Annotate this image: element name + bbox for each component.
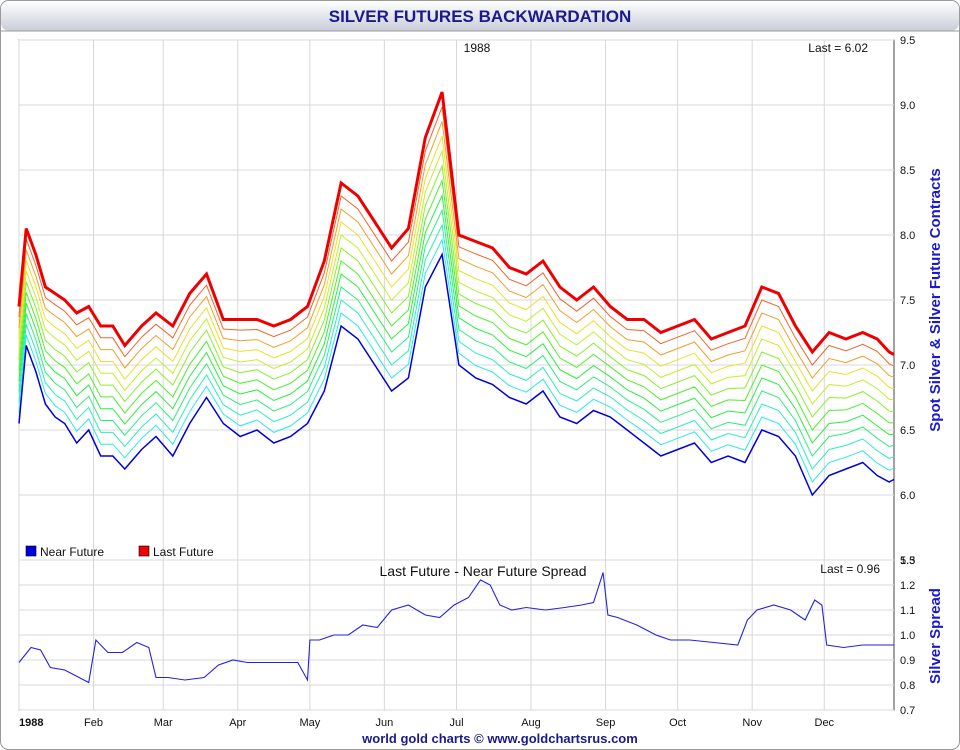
bottom-y-tick-label: 0.7 (900, 705, 915, 717)
spread-curve (18, 572, 894, 684)
last-future-line (17, 91, 895, 356)
bottom-gridlines (18, 559, 894, 711)
intermediate-contract-line (18, 106, 895, 367)
legend-swatch-last (138, 545, 150, 557)
top-y-axis-title: Spot Silver & Silver Future Contracts (927, 168, 944, 431)
futures-curves (17, 91, 895, 497)
intermediate-contract-line (18, 193, 895, 444)
intermediate-contract-line (18, 136, 895, 392)
x-axis-tick-labels: 1988 Feb Mar Apr May Jun Jul Aug Sep Oct Nov Dec (19, 717, 835, 729)
bottom-y-axis-title: Silver Spread (927, 588, 944, 684)
spread-panel-title: Last Future - Near Future Spread (380, 563, 587, 579)
footer-credit: world gold charts © www.goldchartsrus.co… (361, 731, 638, 746)
chart-title: SILVER FUTURES BACKWARDATION (329, 7, 632, 26)
x-tick-label: Nov (742, 717, 762, 729)
top-y-axis-tick-labels: 9.5 9.0 8.5 8.0 7.5 7.0 6.5 6.0 5.5 (900, 35, 915, 567)
intermediate-contract-line (18, 238, 895, 483)
top-y-tick-label: 8.5 (900, 165, 915, 177)
legend-label-last: Last Future (153, 545, 214, 559)
legend: Near Future Last Future (25, 545, 214, 559)
bottom-y-tick-label: 1.0 (900, 630, 915, 642)
x-tick-label: Feb (84, 717, 103, 729)
x-tick-label: Mar (154, 717, 173, 729)
x-tick-label: Apr (229, 717, 246, 729)
x-tick-label: Jul (449, 717, 463, 729)
intermediate-contract-line (18, 178, 895, 431)
top-y-tick-label: 7.0 (900, 360, 915, 372)
top-y-tick-label: 7.5 (900, 295, 915, 307)
legend-label-near: Near Future (40, 545, 104, 559)
bottom-y-tick-label: 0.9 (900, 655, 915, 667)
intermediate-contract-line (18, 164, 895, 418)
intermediate-contract-line (18, 121, 895, 379)
top-y-tick-label: 9.0 (900, 100, 915, 112)
intermediate-contract-line (18, 149, 895, 405)
intermediate-contract-line (18, 208, 895, 457)
top-y-tick-label: 9.5 (900, 35, 915, 47)
top-y-tick-label: 8.0 (900, 230, 915, 242)
top-last-value: Last = 6.02 (808, 41, 868, 55)
x-tick-label: Jun (376, 717, 394, 729)
title-bar (1, 1, 959, 31)
intermediate-contract-line (18, 223, 895, 470)
legend-swatch-near (25, 545, 37, 557)
bottom-y-tick-label: 0.8 (900, 680, 915, 692)
x-tick-label: 1988 (19, 717, 43, 729)
bottom-y-axis-tick-labels: 1.3 1.2 1.1 1.0 0.9 0.8 0.7 (900, 555, 915, 717)
x-tick-label: Aug (521, 717, 541, 729)
x-tick-label: Oct (669, 717, 686, 729)
top-y-tick-label: 6.5 (900, 425, 915, 437)
bottom-y-tick-label: 1.1 (900, 605, 915, 617)
spread-line (18, 572, 894, 684)
x-tick-label: Dec (815, 717, 835, 729)
bottom-y-tick-label: 1.2 (900, 580, 915, 592)
x-tick-label: May (299, 717, 320, 729)
near-future-line (18, 252, 895, 497)
top-panel-year-label: 1988 (464, 41, 491, 55)
top-y-tick-label: 6.0 (900, 490, 915, 502)
bottom-y-tick-label: 1.3 (900, 555, 915, 567)
spread-last-value: Last = 0.96 (820, 562, 880, 576)
x-tick-label: Sep (596, 717, 616, 729)
top-y-tick-label: 5.5 (900, 555, 915, 567)
